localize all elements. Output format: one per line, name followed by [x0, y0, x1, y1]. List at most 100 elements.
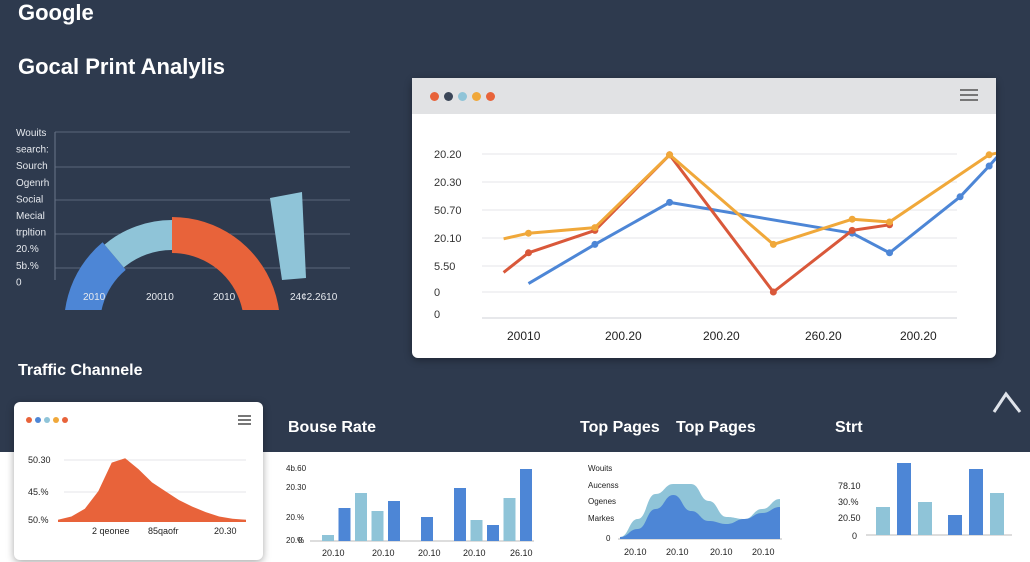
- bar: [371, 511, 384, 541]
- data-point: [525, 249, 532, 257]
- window-dot[interactable]: [35, 417, 41, 423]
- data-point: [848, 226, 856, 234]
- data-point: [769, 288, 777, 296]
- data-point: [848, 215, 856, 223]
- tick-label: 30.%: [838, 497, 859, 507]
- tick-label: Mecial: [16, 211, 45, 222]
- window-dot[interactable]: [472, 92, 481, 101]
- tick-label: Aucenss: [588, 481, 619, 490]
- line-chart-window: 20.20 20.30 50.70 20.10 5.50 0 0 20010 200.20 200…: [412, 78, 996, 358]
- data-point: [666, 198, 674, 206]
- tick-label: 0: [298, 536, 303, 545]
- gauge-segment: [65, 242, 126, 310]
- collapse-icon[interactable]: [992, 388, 1022, 416]
- tick-label: trpltion: [16, 228, 46, 239]
- tick-label: 20.10: [434, 233, 462, 245]
- tick-label: 0: [434, 287, 440, 299]
- window-dot[interactable]: [486, 92, 495, 101]
- data-point: [886, 249, 894, 257]
- bar: [969, 469, 983, 535]
- data-point: [769, 240, 777, 248]
- bar: [322, 535, 334, 541]
- series-line: [502, 153, 890, 294]
- bar: [503, 498, 516, 541]
- top-pages-area-chart: Wouits Aucenss Ogenes Markes 0 20.10 20.10 20.1…: [588, 464, 782, 557]
- tick-label: 20010: [146, 292, 174, 303]
- tick-label: 85qaofr: [148, 526, 179, 536]
- tick-label: 20.10: [372, 548, 395, 558]
- tick-label: Ogenes: [588, 497, 616, 506]
- window-dot[interactable]: [444, 92, 453, 101]
- tick-label: Wouits: [588, 464, 612, 473]
- tick-label: 2010: [213, 292, 236, 303]
- tick-label: 20.20: [434, 149, 462, 161]
- window-titlebar: [412, 78, 996, 114]
- gauge-segment: [270, 192, 306, 280]
- tick-label: 20.10: [752, 547, 775, 557]
- tick-label: 50.30: [28, 455, 51, 465]
- tick-label: 0: [434, 309, 440, 321]
- tick-label: 50.%: [28, 515, 49, 525]
- stat-title: Strt: [835, 419, 863, 436]
- tick-label: 20.%: [16, 244, 39, 255]
- tick-label: 0: [852, 531, 857, 541]
- bar: [470, 520, 483, 541]
- tick-label: 200.20: [703, 329, 740, 343]
- data-point: [591, 240, 599, 248]
- tick-label: 2010: [83, 292, 106, 303]
- bar: [990, 493, 1004, 535]
- tick-label: 78.10: [838, 481, 861, 491]
- tick-label: 20.10: [418, 548, 441, 558]
- tick-label: 20.10: [666, 547, 689, 557]
- bar: [454, 488, 466, 541]
- bar: [487, 525, 499, 541]
- tick-label: Ogenrh: [16, 178, 49, 189]
- data-point: [956, 193, 964, 201]
- tick-label: 20.50: [838, 513, 861, 523]
- tick-label: 26.10: [510, 548, 533, 558]
- tick-label: 200.20: [605, 329, 642, 343]
- tick-label: 45.%: [28, 487, 49, 497]
- card-menu-icon[interactable]: [238, 415, 251, 425]
- bar: [355, 493, 367, 541]
- window-dot[interactable]: [458, 92, 467, 101]
- tick-label: 200.20: [900, 329, 937, 343]
- tick-label: 20.30: [286, 483, 307, 492]
- traffic-title: Traffic Channele: [18, 362, 143, 379]
- tick-label: 5b.%: [16, 261, 39, 272]
- line-chart: 20.20 20.30 50.70 20.10 5.50 0 0 20010 200.20 200…: [434, 149, 996, 343]
- area-shape: [58, 458, 246, 522]
- tick-label: 20010: [507, 329, 541, 343]
- top-pages-title: Top Pages: [580, 419, 660, 436]
- tick-label: 20.%: [286, 513, 304, 522]
- gauge-segment: [104, 220, 172, 268]
- tick-label: Social: [16, 194, 43, 205]
- tick-label: Markes: [588, 514, 614, 523]
- window-dot[interactable]: [62, 417, 68, 423]
- tick-label: 4b.60: [286, 464, 307, 473]
- tick-label: 5.50: [434, 261, 455, 273]
- tick-label: 2 qeonee: [92, 526, 130, 536]
- window-dot[interactable]: [53, 417, 59, 423]
- bar: [338, 508, 351, 541]
- tick-label: 50.70: [434, 205, 462, 217]
- bar: [421, 517, 433, 541]
- tick-label: Wouits: [16, 128, 46, 139]
- stat-bar-chart: 78.10 30.% 20.50 0: [838, 463, 1012, 541]
- window-dot[interactable]: [26, 417, 32, 423]
- bar: [948, 515, 962, 535]
- bar: [897, 463, 911, 535]
- tick-label: 20.30: [214, 526, 237, 536]
- bar: [918, 502, 932, 535]
- gauge-segment: [172, 217, 279, 310]
- gauge-chart: Wouits search: Sourch Ogenrh Social Mecial trp…: [16, 128, 350, 310]
- data-point: [985, 162, 993, 170]
- page-title: Gocal Print Analylis: [18, 54, 226, 79]
- tick-label: 0: [16, 277, 22, 288]
- window-dot[interactable]: [44, 417, 50, 423]
- window-dot[interactable]: [430, 92, 439, 101]
- area-chart-card: 50.30 45.% 50.% 2 qeonee 85qaofr 20.30: [14, 402, 263, 560]
- menu-icon[interactable]: [960, 89, 978, 103]
- tick-label: 24¢2.2610: [290, 292, 338, 303]
